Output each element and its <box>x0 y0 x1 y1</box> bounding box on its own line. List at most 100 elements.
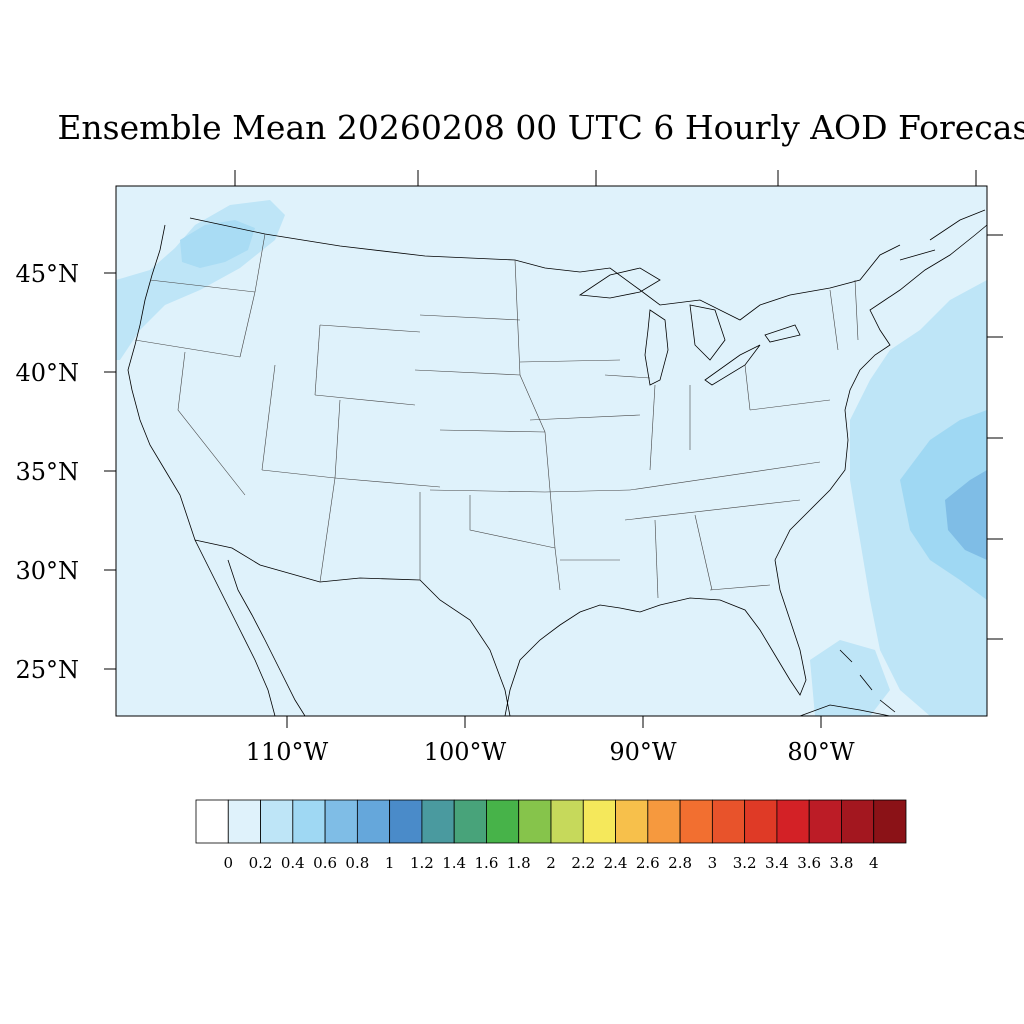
border-wy-co <box>314 394 416 406</box>
border-ut-az <box>261 469 336 479</box>
border-ca-nv <box>177 351 246 496</box>
colorbar-box-10 <box>518 799 552 844</box>
colorbar-box-3 <box>292 799 326 844</box>
map-frame <box>115 185 988 717</box>
border-mo-ar <box>544 489 631 493</box>
colorbar-label-2: 0.4 <box>281 854 305 872</box>
colorbar-label-5: 1 <box>385 854 395 872</box>
canada-coast <box>899 209 986 261</box>
colorbar-label-16: 3.2 <box>733 854 757 872</box>
border-oh-pa <box>744 364 751 411</box>
lake-huron <box>689 304 726 361</box>
colorbar-box-0 <box>195 799 229 844</box>
colorbar-box-18 <box>776 799 810 844</box>
border-ks-ok <box>429 489 546 493</box>
colorbar-label-6: 1.2 <box>410 854 434 872</box>
colorbar-box-2 <box>260 799 294 844</box>
us-canada-border <box>189 217 901 321</box>
map-panel <box>116 186 987 716</box>
colorbar-label-20: 4 <box>869 854 879 872</box>
colorbar-label-10: 2 <box>546 854 556 872</box>
border-new-england <box>829 279 859 351</box>
aod-patch-atlantic-core <box>945 470 987 560</box>
colorbar-box-1 <box>227 799 261 844</box>
colorbar-box-14 <box>647 799 681 844</box>
lon-label-80: 80°W <box>787 738 855 766</box>
border-il-in <box>649 384 656 471</box>
colorbar-box-21 <box>873 799 907 844</box>
colorbar-label-9: 1.8 <box>507 854 531 872</box>
state-borders <box>134 233 859 599</box>
west-coast <box>127 224 276 716</box>
colorbar-label-0: 0 <box>223 854 233 872</box>
lat-label-40: 40°N <box>15 359 79 387</box>
colorbar-box-6 <box>389 799 423 844</box>
baja-coast <box>227 559 306 716</box>
lon-label-90: 90°W <box>609 738 677 766</box>
colorbar-label-14: 2.8 <box>668 854 692 872</box>
border-ky-tn <box>629 461 821 491</box>
colorbar-box-13 <box>615 799 649 844</box>
colorbar-box-8 <box>453 799 487 844</box>
bahamas <box>839 649 896 713</box>
colorbar-box-5 <box>356 799 391 844</box>
lake-michigan <box>644 309 669 386</box>
cuba-coast <box>799 704 891 716</box>
lake-superior <box>578 267 661 299</box>
lon-labels: 110°W 100°W 90°W 80°W <box>246 738 855 766</box>
border-ne-ks <box>439 429 546 433</box>
border-mn-ia <box>519 359 621 363</box>
border-co-nm <box>334 477 441 488</box>
colorbar-label-13: 2.6 <box>636 854 660 872</box>
colorbar-box-4 <box>324 799 358 844</box>
border-id-west <box>239 233 266 358</box>
colorbar-label-15: 3 <box>708 854 718 872</box>
border-al-ga <box>694 514 713 591</box>
figure-title: Ensemble Mean 20260208 00 UTC 6 Hourly A… <box>57 108 1024 147</box>
border-nv-ut <box>261 364 276 471</box>
border-co-east <box>334 399 341 479</box>
tick-marks <box>104 170 1003 728</box>
colorbar-label-19: 3.8 <box>830 854 854 872</box>
border-ok-tx <box>469 495 556 549</box>
border-ia-mo <box>529 414 641 421</box>
colorbar-label-17: 3.4 <box>765 854 789 872</box>
lake-ontario <box>764 324 801 343</box>
colorbar-label-4: 0.8 <box>345 854 369 872</box>
border-ms-al <box>654 519 659 599</box>
colorbar-box-20 <box>841 799 875 844</box>
east-coast <box>774 224 987 561</box>
colorbar <box>195 799 907 844</box>
lat-label-45: 45°N <box>15 260 79 288</box>
lon-label-100: 100°W <box>424 738 507 766</box>
border-nd-sd <box>419 314 521 321</box>
aod-patch-bahamas <box>810 640 890 716</box>
colorbar-label-11: 2.2 <box>571 854 595 872</box>
border-az-nm <box>319 477 336 583</box>
border-id-wy <box>314 324 321 396</box>
lat-labels: 45°N 40°N 35°N 30°N 25°N <box>15 260 79 684</box>
colorbar-box-11 <box>550 799 584 844</box>
colorbar-label-7: 1.4 <box>442 854 466 872</box>
colorbar-box-19 <box>808 799 842 844</box>
lake-erie <box>704 344 761 386</box>
colorbar-box-17 <box>744 799 778 844</box>
lat-label-35: 35°N <box>15 458 79 486</box>
lon-label-110: 110°W <box>246 738 329 766</box>
colorbar-box-7 <box>421 799 455 844</box>
border-ny-pa <box>749 399 831 411</box>
border-ga-fl <box>709 584 771 591</box>
border-tn-south <box>624 499 801 521</box>
border-sd-ne <box>414 369 521 376</box>
aod-field <box>116 200 987 716</box>
colorbar-label-12: 2.4 <box>604 854 628 872</box>
aod-patch-atlantic-dense <box>900 410 987 600</box>
border-or-ca <box>134 339 241 358</box>
colorbar-box-9 <box>486 799 520 844</box>
border-wi-il <box>604 374 651 379</box>
colorbar-label-1: 0.2 <box>249 854 273 872</box>
colorbar-box-15 <box>679 799 713 844</box>
colorbar-label-3: 0.6 <box>313 854 337 872</box>
